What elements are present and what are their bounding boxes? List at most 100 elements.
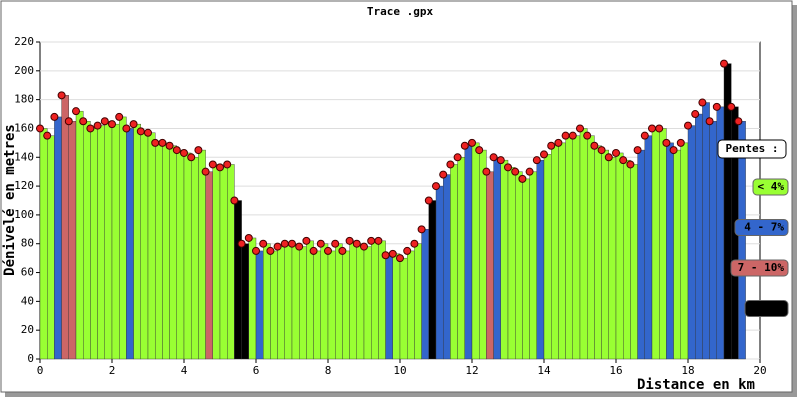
- point: [201, 167, 210, 176]
- bar: [61, 95, 69, 360]
- point: [547, 141, 556, 150]
- legend-label: > 10%: [751, 302, 784, 315]
- point: [259, 239, 268, 248]
- bar: [255, 250, 264, 360]
- point: [612, 148, 620, 157]
- bar: [126, 128, 134, 360]
- x-tick-label: 18: [681, 364, 694, 377]
- bar: [608, 157, 617, 360]
- y-tick-label: 0: [27, 352, 34, 365]
- bar: [176, 149, 185, 360]
- y-tick-label: 80: [21, 237, 34, 250]
- chart-title: Trace .gpx: [367, 5, 434, 18]
- point: [583, 131, 592, 140]
- bar: [450, 164, 458, 360]
- point: [158, 138, 167, 147]
- bar: [371, 240, 379, 360]
- bar: [457, 157, 466, 360]
- point: [496, 156, 505, 165]
- point: [446, 160, 455, 169]
- point: [223, 160, 232, 169]
- y-tick-label: 120: [14, 179, 34, 192]
- point: [705, 117, 714, 126]
- point: [273, 242, 282, 251]
- bar: [421, 229, 430, 360]
- bar: [536, 159, 545, 360]
- bar: [695, 113, 703, 360]
- point: [511, 167, 520, 176]
- point: [244, 233, 253, 242]
- x-tick-label: 4: [181, 364, 188, 377]
- point: [280, 239, 289, 248]
- point: [230, 196, 239, 205]
- y-tick-label: 200: [14, 64, 34, 77]
- point: [57, 91, 66, 100]
- bar: [623, 159, 631, 360]
- point: [352, 239, 361, 248]
- point: [288, 239, 296, 248]
- point: [316, 239, 325, 248]
- bar: [356, 243, 365, 360]
- point: [64, 117, 73, 126]
- bar: [565, 135, 573, 360]
- point: [180, 148, 188, 157]
- point: [151, 138, 160, 147]
- bar: [630, 164, 638, 360]
- point: [424, 196, 433, 205]
- bar: [702, 102, 710, 360]
- point: [374, 236, 383, 245]
- point: [460, 141, 469, 150]
- bar: [479, 149, 487, 360]
- point: [504, 163, 512, 172]
- point: [50, 112, 59, 121]
- bar: [543, 154, 552, 360]
- point: [525, 167, 534, 176]
- bar: [486, 171, 494, 360]
- bar: [248, 237, 257, 360]
- x-tick-label: 10: [393, 364, 406, 377]
- bar: [111, 123, 120, 360]
- point: [43, 131, 52, 140]
- bar: [140, 131, 149, 360]
- bar: [680, 142, 689, 360]
- point: [237, 239, 246, 248]
- point: [698, 98, 707, 107]
- bar: [399, 257, 408, 360]
- bar: [306, 240, 314, 360]
- point: [302, 236, 311, 245]
- bar: [673, 149, 681, 360]
- point: [216, 163, 224, 172]
- legend-swatch: [730, 259, 789, 277]
- bar: [615, 152, 624, 360]
- bar: [183, 152, 192, 360]
- bar: [428, 200, 437, 360]
- bar: [284, 243, 293, 360]
- bar: [493, 157, 502, 360]
- bar: [637, 149, 645, 360]
- bar: [572, 135, 581, 360]
- point: [108, 120, 116, 129]
- point: [129, 120, 138, 129]
- bar: [515, 171, 523, 360]
- point: [691, 110, 700, 119]
- bar: [133, 123, 142, 360]
- point: [727, 102, 736, 111]
- point: [597, 146, 606, 155]
- point: [93, 121, 102, 130]
- point: [72, 107, 80, 116]
- bar: [507, 167, 516, 360]
- point: [417, 225, 426, 234]
- point: [633, 146, 642, 155]
- point: [532, 156, 541, 165]
- point: [309, 246, 318, 255]
- bar: [327, 250, 336, 360]
- legend-title: Pentes :: [726, 142, 779, 155]
- point: [208, 160, 217, 169]
- point: [388, 249, 397, 258]
- point: [432, 182, 440, 191]
- bar: [219, 167, 228, 360]
- x-tick-label: 2: [109, 364, 116, 377]
- bar: [154, 142, 163, 360]
- bar: [270, 250, 278, 360]
- point: [561, 131, 570, 140]
